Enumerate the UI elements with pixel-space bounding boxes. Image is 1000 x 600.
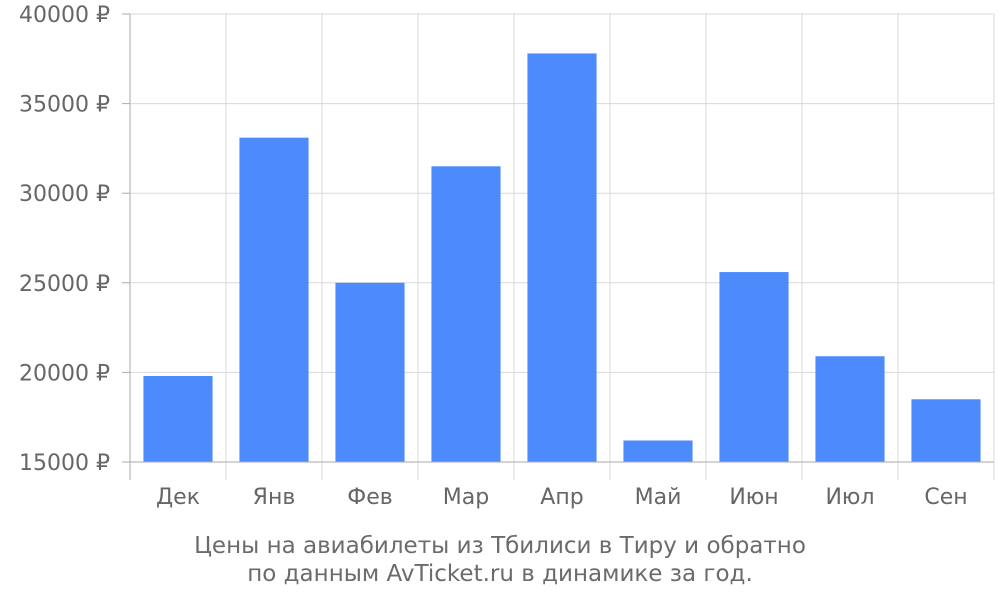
x-tick-label: Июл	[825, 485, 874, 510]
bar-4	[527, 53, 597, 462]
y-tick-label: 40000 ₽	[19, 3, 110, 28]
x-tick-label: Фев	[347, 485, 392, 510]
x-axis-tick-labels: Дек Янв Фев Мар Апр Май Июн Июл Сен	[156, 485, 968, 510]
y-tick-label: 25000 ₽	[19, 272, 110, 297]
bar-6	[719, 272, 789, 462]
x-tick-label: Янв	[253, 485, 296, 510]
y-axis-tick-labels: 15000 ₽ 20000 ₽ 25000 ₽ 30000 ₽ 35000 ₽ 40000…	[19, 3, 110, 476]
x-tick-label: Апр	[540, 485, 583, 510]
y-tick-label: 20000 ₽	[19, 361, 110, 386]
y-tick-label: 30000 ₽	[19, 182, 110, 207]
bar-1	[239, 137, 309, 462]
bar-5	[623, 440, 693, 462]
x-tick-label: Май	[635, 485, 682, 510]
bar-7	[815, 356, 885, 462]
bar-3	[431, 166, 501, 462]
caption-line-1: Цены на авиабилеты из Тбилиси в Тиру и о…	[194, 533, 806, 559]
chart-caption: Цены на авиабилеты из Тбилиси в Тиру и о…	[0, 532, 1000, 588]
y-tick-label: 35000 ₽	[19, 93, 110, 118]
x-tick-label: Июн	[729, 485, 778, 510]
bars	[143, 53, 981, 462]
bar-8	[911, 399, 981, 462]
x-tick-label: Дек	[156, 485, 200, 510]
bar-chart: 15000 ₽ 20000 ₽ 25000 ₽ 30000 ₽ 35000 ₽ 40000…	[19, 3, 995, 510]
y-tick-label: 15000 ₽	[19, 451, 110, 476]
bar-2	[335, 282, 405, 462]
axes	[122, 13, 994, 480]
bar-0	[143, 375, 213, 462]
x-tick-label: Мар	[443, 485, 489, 510]
caption-line-2: по данным AvTicket.ru в динамике за год.	[247, 561, 753, 587]
x-tick-label: Сен	[924, 485, 967, 510]
